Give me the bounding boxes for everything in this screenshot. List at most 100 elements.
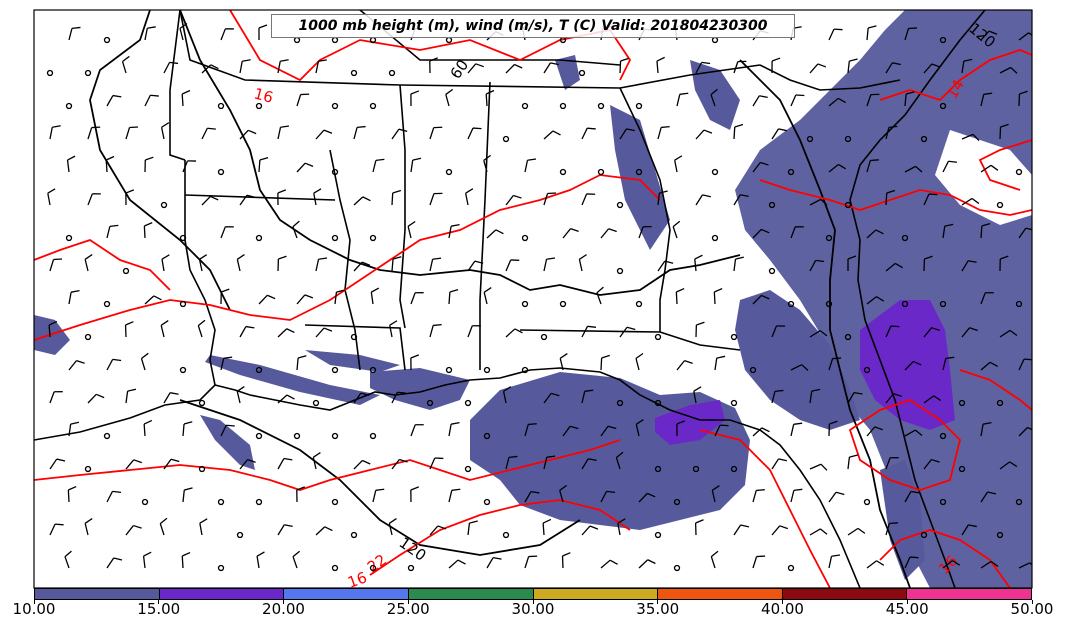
state-border-nc-sc xyxy=(759,64,901,91)
calm-wind-circle xyxy=(616,267,624,275)
state-border-al-fl xyxy=(519,329,661,333)
calm-wind-circle xyxy=(616,399,624,407)
wind-barb xyxy=(885,393,902,404)
wind-barb xyxy=(561,552,571,569)
calm-wind-circle xyxy=(958,465,966,473)
wind-barb xyxy=(84,253,93,272)
calm-wind-circle xyxy=(559,300,567,308)
calm-wind-circle xyxy=(122,267,130,275)
colorbar-tick-label: 40.00 xyxy=(761,600,804,618)
wind-barb xyxy=(106,358,122,371)
calm-wind-circle xyxy=(1015,300,1023,308)
colorbar-tickmark xyxy=(407,600,409,604)
wind-barb xyxy=(904,27,918,41)
calm-wind-circle xyxy=(236,531,244,539)
calm-wind-circle xyxy=(939,36,947,44)
wind-barb xyxy=(790,94,805,107)
temp-contour-west xyxy=(34,239,171,291)
wind-barb xyxy=(809,259,825,272)
calm-wind-circle xyxy=(331,498,339,506)
calm-wind-circle xyxy=(369,432,377,440)
wind-barb xyxy=(885,325,900,338)
wind-barb xyxy=(106,557,123,569)
calm-wind-circle xyxy=(141,498,149,506)
wind-barb xyxy=(429,192,443,206)
coastline-atlantic xyxy=(849,10,986,588)
temp-contour-ne xyxy=(978,139,1032,191)
wind-barb xyxy=(923,193,938,206)
wind-barb xyxy=(465,188,474,206)
wind-barb xyxy=(543,392,560,404)
wind-barb xyxy=(828,97,846,107)
wind-barb xyxy=(68,359,85,371)
wind-barb xyxy=(600,559,618,569)
calm-wind-circle xyxy=(217,102,225,110)
wind-barb xyxy=(105,155,115,173)
wind-barb xyxy=(505,455,518,470)
wind-barb xyxy=(160,122,170,140)
wind-barb xyxy=(694,519,704,536)
wind-barb xyxy=(239,459,256,470)
wind-barb xyxy=(296,294,314,305)
temp-contour-16-mid xyxy=(34,174,661,341)
wind-barb xyxy=(84,517,93,536)
wind-barb xyxy=(923,458,940,470)
wind-barb xyxy=(182,487,193,503)
wind-barb xyxy=(619,326,636,338)
wind-barb xyxy=(828,163,847,173)
calm-wind-circle xyxy=(312,399,320,407)
calm-wind-circle xyxy=(787,168,795,176)
wind-barb xyxy=(809,63,827,74)
wind-barb xyxy=(714,424,729,437)
wind-barb xyxy=(961,327,978,338)
wind-barb xyxy=(695,194,711,206)
wind-barb xyxy=(885,262,904,272)
wind-barb xyxy=(313,188,322,206)
wind-barb xyxy=(334,289,345,305)
wind-barb xyxy=(143,222,153,239)
wind-barb xyxy=(809,528,828,536)
wind-barb xyxy=(638,559,656,569)
wind-barb xyxy=(315,59,327,74)
wind-barb xyxy=(923,395,942,404)
calm-wind-circle xyxy=(521,234,529,242)
wind-barb xyxy=(657,190,668,206)
wind-barb xyxy=(182,160,197,173)
precip-sc-band xyxy=(690,60,740,130)
calm-wind-circle xyxy=(920,135,928,143)
wind-barb xyxy=(999,123,1009,140)
wind-barb xyxy=(391,128,408,140)
wind-barb xyxy=(407,220,416,239)
wind-barb xyxy=(505,194,522,206)
wind-barb xyxy=(429,525,447,536)
wind-barb xyxy=(733,194,749,206)
temp-contour-fl-south xyxy=(879,529,1011,588)
wind-barb xyxy=(467,325,481,338)
wind-barb xyxy=(124,321,134,338)
temp-contour-gulf-22 xyxy=(369,499,631,576)
calm-wind-circle xyxy=(46,69,54,77)
wind-barb xyxy=(543,257,556,272)
wind-barb xyxy=(904,556,919,569)
colorbar-seg-3 xyxy=(284,589,409,599)
wind-barb xyxy=(201,64,219,74)
wind-barb xyxy=(182,421,193,437)
wind-barb xyxy=(163,392,179,404)
wind-barb xyxy=(999,461,1018,470)
wind-barb xyxy=(410,90,420,107)
calm-wind-circle xyxy=(331,168,339,176)
wind-barb xyxy=(885,457,899,470)
colorbar-tick-label: 50.00 xyxy=(1010,600,1054,618)
wind-barb xyxy=(847,58,858,74)
wind-barb xyxy=(752,489,765,503)
wind-barb xyxy=(315,327,333,338)
wind-barb xyxy=(277,394,295,404)
wind-barb xyxy=(542,518,552,536)
wind-barb xyxy=(448,559,466,569)
calm-wind-circle xyxy=(901,234,909,242)
wind-barb xyxy=(771,389,784,404)
calm-wind-circle xyxy=(65,102,73,110)
wind-barb xyxy=(140,352,149,371)
wind-barb xyxy=(790,422,803,437)
calm-wind-circle xyxy=(597,168,605,176)
